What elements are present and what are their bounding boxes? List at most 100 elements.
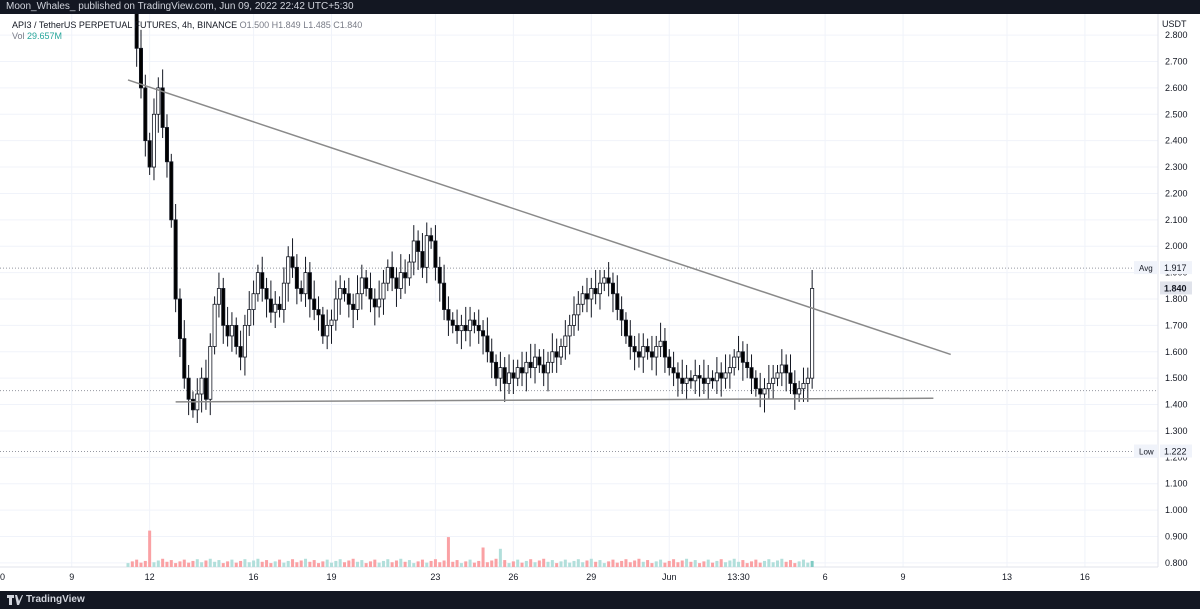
candle-up [333, 298, 338, 321]
volume-bar [234, 562, 238, 567]
candle-up [550, 351, 555, 363]
y-tick-label: 2.600 [1165, 83, 1188, 93]
candle-down [160, 87, 165, 128]
volume-value: 29.657M [27, 31, 63, 41]
candle-down [649, 351, 654, 358]
candle-up [546, 361, 551, 374]
candle-up [576, 303, 581, 316]
volume-bar [706, 559, 710, 567]
y-tick-label: 1.500 [1165, 373, 1188, 383]
candle-up [468, 319, 473, 332]
candle-down [615, 293, 620, 310]
volume-bar [403, 561, 407, 567]
candle-up [706, 377, 711, 384]
volume-bar [269, 563, 273, 567]
x-tick-label: 16 [249, 572, 259, 582]
y-axis-labels: 2.800 2.700 2.600 2.500 2.400 2.300 2.200 2.100… [1165, 30, 1188, 568]
y-tick-label: 2.300 [1165, 162, 1188, 172]
y-tick-label: 0.800 [1165, 558, 1188, 568]
candle-down [680, 377, 685, 384]
candle-down [489, 351, 494, 363]
candle-up [199, 377, 204, 395]
y-tick-label: 0.900 [1165, 532, 1188, 542]
y-tick-label: 2.000 [1165, 241, 1188, 251]
candle-up [714, 372, 719, 382]
volume-bar [174, 563, 178, 567]
volume-bar [386, 559, 390, 567]
volume-bar [758, 562, 762, 567]
y-tick-label: 1.100 [1165, 479, 1188, 489]
volume-bar [685, 558, 689, 567]
price-chart[interactable]: 2.800 2.700 2.600 2.500 2.400 2.300 2.200 2.100… [0, 14, 1200, 591]
candle-up [286, 256, 291, 284]
marker-value-bg [1160, 444, 1192, 458]
x-axis-labels: 13:30 9 12 16 19 23 26 29 Jun 13:30 6 9 13 16 [0, 572, 1090, 582]
candle-up [515, 367, 520, 379]
marker-label-bg [1134, 444, 1158, 458]
trendline [127, 79, 951, 356]
marker-value: 1.222 [1164, 447, 1187, 457]
candle-up [732, 356, 737, 369]
volume-bar [745, 563, 749, 567]
candle-up [641, 346, 646, 358]
candle-down [463, 324, 468, 332]
candle-up [589, 288, 594, 300]
candle-down [290, 256, 295, 268]
x-tick-label: 6 [823, 572, 828, 582]
marker-label-bg [1134, 261, 1158, 275]
grid [0, 14, 1158, 567]
candle-up [771, 377, 776, 384]
candle-up [524, 361, 529, 374]
volume-bar [412, 563, 416, 567]
candle-up [533, 356, 538, 369]
y-tick-label: 2.200 [1165, 188, 1188, 198]
volume-bar [464, 561, 468, 567]
volume-bar [126, 563, 130, 567]
volume-bar [724, 562, 728, 567]
volume-label: Vol [12, 31, 25, 41]
candle-down [476, 324, 481, 332]
candle-down [299, 288, 304, 295]
candle-down [740, 351, 745, 363]
candle-up [255, 272, 260, 295]
volume-bar [399, 558, 403, 567]
volume-bar [793, 563, 797, 567]
candle-down [688, 377, 693, 382]
volume-bar [455, 560, 459, 567]
candle-up [156, 87, 161, 115]
volume-bar [784, 561, 788, 567]
volume-bar [420, 559, 424, 567]
volume-bar [524, 560, 528, 567]
volume-bar [537, 560, 541, 567]
candle-up [779, 364, 784, 374]
candle-up [805, 377, 810, 384]
volume-bar [754, 559, 758, 567]
volume-bar [728, 560, 732, 567]
volume-bar [433, 559, 437, 567]
volume-bar [581, 562, 585, 567]
volume-bar [585, 560, 589, 567]
candle-down [294, 266, 299, 289]
x-tick-label: 13:30 [727, 572, 750, 582]
candle-up [658, 340, 663, 347]
volume-bar [594, 561, 598, 567]
candle-up [459, 324, 464, 332]
candle-down [450, 319, 455, 326]
ohlc-low: L1.485 [303, 20, 331, 30]
volume-bar [680, 560, 684, 567]
candle-down [701, 377, 706, 384]
volume-bar [481, 547, 485, 567]
candle-up [602, 277, 607, 284]
candle-down [307, 272, 312, 300]
candle-up [377, 298, 382, 308]
volume-bar [425, 562, 429, 567]
volume-bar [260, 561, 264, 567]
marker-value: 1.917 [1164, 263, 1187, 273]
candle-down [784, 364, 789, 374]
volume-bar [572, 560, 576, 567]
volume-bar [182, 559, 186, 567]
candle-down [138, 47, 143, 89]
volume-bar [286, 560, 290, 567]
candle-up [723, 372, 728, 379]
volume-bar [611, 559, 615, 567]
